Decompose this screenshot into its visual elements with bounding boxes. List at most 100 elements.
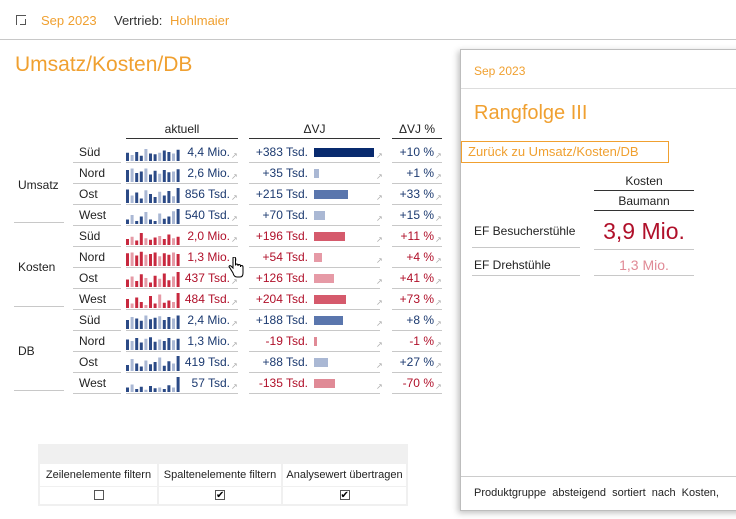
drilldown-arrow-icon[interactable]: ↗ <box>231 193 238 202</box>
delta-value[interactable]: -19 Tsd. <box>265 334 308 348</box>
delta-percent[interactable]: +1 % <box>406 166 434 180</box>
table-row[interactable]: Ost 419 Tsd. ↗ +88 Tsd. ↗ +27 % ↗ <box>0 352 460 373</box>
drilldown-arrow-icon[interactable]: ↗ <box>435 235 442 244</box>
delta-value[interactable]: +196 Tsd. <box>255 229 308 243</box>
drilldown-arrow-icon[interactable]: ↗ <box>231 298 238 307</box>
table-row[interactable]: West 57 Tsd. ↗ -135 Tsd. ↗ -70 % ↗ <box>0 373 460 394</box>
delta-percent[interactable]: +27 % <box>399 355 434 369</box>
popup-row-label[interactable]: EF Drehstühle <box>474 258 551 272</box>
actual-value[interactable]: 4,4 Mio. <box>187 145 230 159</box>
drilldown-arrow-icon[interactable]: ↗ <box>435 298 442 307</box>
drilldown-arrow-icon[interactable]: ↗ <box>376 382 383 391</box>
actual-value[interactable]: 419 Tsd. <box>184 355 230 369</box>
delta-percent[interactable]: -70 % <box>402 376 434 390</box>
sparkline-bar <box>172 302 175 308</box>
actual-value[interactable]: 437 Tsd. <box>184 271 230 285</box>
drilldown-arrow-icon[interactable]: ↗ <box>376 235 383 244</box>
table-row[interactable]: Ost 437 Tsd. ↗ +126 Tsd. ↗ +41 % ↗ <box>0 268 460 289</box>
table-row[interactable]: Ost 856 Tsd. ↗ +215 Tsd. ↗ +33 % ↗ <box>0 184 460 205</box>
table-row[interactable]: Süd 2,4 Mio. ↗ +188 Tsd. ↗ +8 % ↗ <box>0 310 460 331</box>
actual-value[interactable]: 57 Tsd. <box>191 376 230 390</box>
collapse-icon[interactable] <box>16 15 26 25</box>
table-row[interactable]: Süd 2,0 Mio. ↗ +196 Tsd. ↗ +11 % ↗ <box>0 226 460 247</box>
period-selector[interactable]: Sep 2023 <box>41 13 97 28</box>
delta-percent[interactable]: +10 % <box>399 145 434 159</box>
filter-columns-checkbox[interactable]: ✔ <box>215 490 225 501</box>
drilldown-arrow-icon[interactable]: ↗ <box>376 193 383 202</box>
actual-value[interactable]: 484 Tsd. <box>184 292 230 306</box>
delta-value[interactable]: -135 Tsd. <box>258 376 308 390</box>
delta-percent[interactable]: +41 % <box>399 271 434 285</box>
drilldown-arrow-icon[interactable]: ↗ <box>376 361 383 370</box>
actual-value[interactable]: 2,0 Mio. <box>187 229 230 243</box>
delta-bar <box>314 169 320 178</box>
table-row[interactable]: West 540 Tsd. ↗ +70 Tsd. ↗ +15 % ↗ <box>0 205 460 226</box>
actual-value[interactable]: 540 Tsd. <box>184 208 230 222</box>
table-row[interactable]: Süd 4,4 Mio. ↗ +383 Tsd. ↗ +10 % ↗ <box>0 142 460 163</box>
delta-percent[interactable]: +11 % <box>400 229 434 243</box>
drilldown-arrow-icon[interactable]: ↗ <box>376 256 383 265</box>
drilldown-arrow-icon[interactable]: ↗ <box>231 214 238 223</box>
drilldown-arrow-icon[interactable]: ↗ <box>376 172 383 181</box>
table-row[interactable]: West 484 Tsd. ↗ +204 Tsd. ↗ +73 % ↗ <box>0 289 460 310</box>
sparkline-bar <box>126 239 129 245</box>
drilldown-arrow-icon[interactable]: ↗ <box>435 277 442 286</box>
drilldown-arrow-icon[interactable]: ↗ <box>231 172 238 181</box>
drilldown-arrow-icon[interactable]: ↗ <box>376 340 383 349</box>
drilldown-arrow-icon[interactable]: ↗ <box>231 382 238 391</box>
back-button[interactable]: Zurück zu Umsatz/Kosten/DB <box>461 141 669 163</box>
drilldown-arrow-icon[interactable]: ↗ <box>435 256 442 265</box>
table-row[interactable]: Nord 1,3 Mio. ↗ -19 Tsd. ↗ -1 % ↗ <box>0 331 460 352</box>
drilldown-arrow-icon[interactable]: ↗ <box>435 172 442 181</box>
popup-row-label[interactable]: EF Besucherstühle <box>474 224 576 238</box>
filter-rows-checkbox[interactable] <box>93 490 104 500</box>
delta-value[interactable]: +383 Tsd. <box>255 145 308 159</box>
drilldown-arrow-icon[interactable]: ↗ <box>376 319 383 328</box>
drilldown-arrow-icon[interactable]: ↗ <box>435 382 442 391</box>
actual-value[interactable]: 1,3 Mio. <box>187 250 230 264</box>
drilldown-arrow-icon[interactable]: ↗ <box>435 214 442 223</box>
row-separator <box>73 162 121 163</box>
drilldown-arrow-icon[interactable]: ↗ <box>231 151 238 160</box>
drilldown-arrow-icon[interactable]: ↗ <box>231 235 238 244</box>
delta-value[interactable]: +35 Tsd. <box>262 166 308 180</box>
delta-percent[interactable]: +33 % <box>399 187 434 201</box>
drilldown-arrow-icon[interactable]: ↗ <box>231 340 238 349</box>
delta-value[interactable]: +204 Tsd. <box>255 292 308 306</box>
drilldown-arrow-icon[interactable]: ↗ <box>435 361 442 370</box>
actual-value[interactable]: 856 Tsd. <box>184 187 230 201</box>
delta-percent[interactable]: +8 % <box>406 313 434 327</box>
delta-percent[interactable]: +15 % <box>399 208 434 222</box>
delta-value[interactable]: +54 Tsd. <box>262 250 308 264</box>
drilldown-arrow-icon[interactable]: ↗ <box>376 214 383 223</box>
delta-value[interactable]: +126 Tsd. <box>255 271 308 285</box>
sparkline-bar <box>158 387 162 392</box>
delta-value[interactable]: +215 Tsd. <box>255 187 308 201</box>
actual-value[interactable]: 2,4 Mio. <box>187 313 230 327</box>
delta-percent[interactable]: +73 % <box>399 292 434 306</box>
drilldown-arrow-icon[interactable]: ↗ <box>231 277 238 286</box>
transfer-analysis-checkbox[interactable]: ✔ <box>339 490 350 501</box>
delta-percent[interactable]: +4 % <box>406 250 434 264</box>
drilldown-arrow-icon[interactable]: ↗ <box>435 340 442 349</box>
actual-value[interactable]: 1,3 Mio. <box>187 334 230 348</box>
drilldown-arrow-icon[interactable]: ↗ <box>435 319 442 328</box>
delta-percent[interactable]: -1 % <box>409 334 434 348</box>
sparkline-bar <box>158 339 162 350</box>
drilldown-arrow-icon[interactable]: ↗ <box>231 319 238 328</box>
delta-value[interactable]: +88 Tsd. <box>262 355 308 369</box>
sales-selector[interactable]: Hohlmaier <box>170 13 230 28</box>
drilldown-arrow-icon[interactable]: ↗ <box>435 193 442 202</box>
sparkline-bar <box>130 252 134 266</box>
drilldown-arrow-icon[interactable]: ↗ <box>376 298 383 307</box>
drilldown-arrow-icon[interactable]: ↗ <box>376 277 383 286</box>
delta-value[interactable]: +70 Tsd. <box>262 208 308 222</box>
drilldown-arrow-icon[interactable]: ↗ <box>231 361 238 370</box>
drilldown-arrow-icon[interactable]: ↗ <box>376 151 383 160</box>
table-row[interactable]: Nord 2,6 Mio. ↗ +35 Tsd. ↗ +1 % ↗ <box>0 163 460 184</box>
sparkline-bar <box>130 341 134 350</box>
actual-value[interactable]: 2,6 Mio. <box>187 166 230 180</box>
drilldown-arrow-icon[interactable]: ↗ <box>435 151 442 160</box>
delta-value[interactable]: +188 Tsd. <box>255 313 308 327</box>
